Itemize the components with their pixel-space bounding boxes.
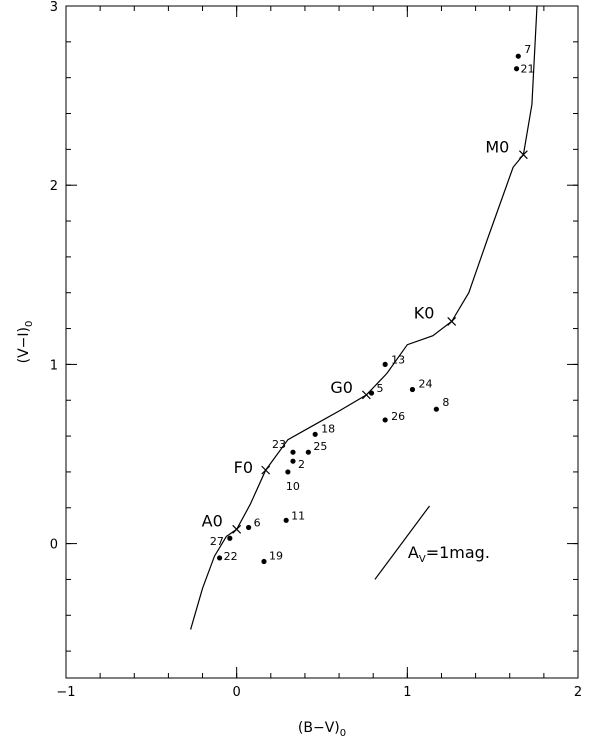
cross-mark <box>518 150 528 160</box>
data-point-21: 21 <box>513 63 535 76</box>
point-label: 2 <box>298 458 305 471</box>
data-point-6: 6 <box>246 516 261 531</box>
point-dot <box>261 558 267 565</box>
intrinsic-color-curve <box>190 6 538 630</box>
data-point-24: 24 <box>409 377 432 393</box>
data-point-2: 2 <box>290 458 305 471</box>
data-point-8: 8 <box>433 396 449 412</box>
point-dot <box>515 53 521 59</box>
data-point-27: 27 <box>210 535 233 548</box>
spectral-label: F0 <box>234 458 253 477</box>
x-axis-title: (B−V)0 <box>298 720 346 739</box>
cross-mark <box>232 524 242 534</box>
y-tick-label: 1 <box>50 358 58 373</box>
data-point-19: 19 <box>261 550 283 565</box>
point-label: 23 <box>272 438 286 451</box>
point-label: 10 <box>286 480 300 493</box>
cross-mark <box>361 390 371 400</box>
point-label: 21 <box>521 63 535 76</box>
point-dot <box>290 449 296 455</box>
data-point-7: 7 <box>515 43 531 59</box>
data-point-25: 25 <box>305 440 327 455</box>
label-sub: V <box>419 554 426 565</box>
minor-ticks <box>65 5 579 678</box>
data-point-11: 11 <box>283 509 305 523</box>
reddening-vector-line <box>374 505 431 580</box>
point-label: 13 <box>391 353 405 366</box>
spectral-label: M0 <box>485 138 509 157</box>
point-dot <box>285 469 291 475</box>
point-dot <box>513 66 520 72</box>
major-ticks <box>65 5 579 678</box>
point-dot <box>433 406 439 412</box>
point-label: 19 <box>269 550 283 563</box>
point-label: 8 <box>442 396 449 409</box>
plot-frame <box>65 5 579 679</box>
data-point-23: 23 <box>272 438 296 455</box>
x-tick-label: 1 <box>403 685 411 700</box>
point-label: 22 <box>224 550 238 563</box>
point-label: 7 <box>524 43 531 56</box>
label-a: A <box>408 543 419 562</box>
point-dot <box>246 524 252 531</box>
data-point-5: 5 <box>368 382 383 396</box>
point-dot <box>382 361 388 367</box>
cross-mark <box>261 465 271 475</box>
x-tick-label: 0 <box>233 685 241 700</box>
point-label: 6 <box>254 516 261 529</box>
point-label: 5 <box>376 382 383 395</box>
cross-mark <box>447 316 457 326</box>
x-tick-label: 2 <box>574 685 582 700</box>
y-tick-label: 3 <box>50 0 58 15</box>
intrinsic-color-line <box>190 6 538 630</box>
point-label: 24 <box>418 377 432 390</box>
x-tick-label: −1 <box>56 685 75 700</box>
spectral-type-markers: A0 F0 G0 K0 M0 <box>202 138 528 534</box>
spectral-marker-g0: G0 <box>330 378 371 400</box>
data-point-10: 10 <box>285 469 300 493</box>
reddening-vector: AV=1mag. <box>374 505 490 580</box>
y-tick-label: 2 <box>50 179 58 194</box>
point-dot <box>217 555 223 561</box>
point-dot <box>305 449 311 455</box>
y-axis-title: (V−I)0 <box>16 321 35 364</box>
label-rest: =1mag. <box>426 543 490 562</box>
data-point-26: 26 <box>382 410 405 423</box>
point-dot <box>312 431 318 437</box>
point-label: 27 <box>210 535 224 548</box>
spectral-label: A0 <box>202 511 223 530</box>
point-label: 18 <box>321 422 335 435</box>
point-label: 11 <box>291 509 305 522</box>
point-label: 25 <box>313 440 327 453</box>
point-label: 26 <box>391 410 405 423</box>
spectral-label: G0 <box>330 378 353 397</box>
reddening-vector-label: AV=1mag. <box>408 543 490 565</box>
spectral-marker-f0: F0 <box>234 458 271 477</box>
point-dot <box>382 417 388 423</box>
y-tick-labels: 0 1 2 3 <box>50 0 58 553</box>
point-dot <box>368 390 375 396</box>
data-point-22: 22 <box>217 550 238 563</box>
point-dot <box>290 458 296 464</box>
data-point-18: 18 <box>312 422 335 437</box>
point-dot <box>227 535 233 541</box>
y-tick-label: 0 <box>50 538 58 553</box>
point-dot <box>283 517 289 523</box>
spectral-marker-k0: K0 <box>414 303 457 326</box>
point-dot <box>409 386 416 393</box>
x-tick-labels: −1 0 1 2 <box>56 685 582 700</box>
data-point-13: 13 <box>382 353 405 367</box>
spectral-marker-a0: A0 <box>202 511 242 534</box>
spectral-marker-m0: M0 <box>485 138 528 160</box>
spectral-label: K0 <box>414 303 435 322</box>
